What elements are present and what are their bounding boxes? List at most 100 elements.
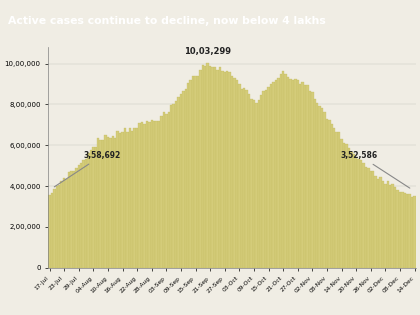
Bar (406, 194, 409, 268)
Bar (138, 123, 141, 268)
Bar (209, 66, 211, 268)
Bar (350, 152, 352, 268)
Bar (238, 84, 241, 268)
Bar (299, 84, 302, 268)
Bar (231, 76, 233, 268)
Bar (409, 194, 411, 268)
Bar (345, 144, 348, 268)
Bar (377, 179, 379, 268)
Bar (85, 159, 87, 268)
Bar (136, 128, 138, 268)
Bar (291, 80, 294, 268)
Bar (163, 112, 165, 268)
Bar (306, 85, 309, 268)
Bar (150, 120, 153, 268)
Bar (268, 87, 270, 268)
Bar (223, 72, 226, 268)
Bar (343, 143, 345, 268)
Bar (226, 71, 228, 268)
Bar (102, 140, 104, 268)
Bar (279, 74, 282, 268)
Bar (119, 133, 121, 268)
Bar (78, 165, 80, 268)
Bar (134, 128, 136, 268)
Bar (204, 66, 207, 268)
Bar (153, 121, 155, 268)
Bar (321, 108, 323, 268)
Bar (192, 76, 194, 268)
Bar (94, 147, 97, 268)
Bar (355, 157, 357, 268)
Bar (297, 80, 299, 268)
Bar (257, 100, 260, 268)
Bar (365, 167, 367, 268)
Bar (104, 135, 107, 268)
Bar (219, 67, 221, 268)
Bar (304, 85, 306, 268)
Bar (411, 198, 413, 268)
Bar (58, 185, 60, 268)
Bar (370, 171, 372, 268)
Bar (160, 116, 163, 268)
Bar (211, 67, 214, 268)
Bar (228, 72, 231, 268)
Bar (124, 129, 126, 268)
Bar (323, 112, 326, 268)
Bar (155, 122, 158, 268)
Bar (362, 163, 365, 268)
Bar (389, 185, 391, 268)
Bar (126, 132, 129, 268)
Bar (404, 192, 406, 268)
Bar (66, 179, 68, 268)
Bar (275, 80, 277, 268)
Bar (401, 192, 404, 268)
Bar (165, 114, 168, 268)
Bar (168, 112, 170, 268)
Bar (197, 76, 199, 268)
Bar (348, 148, 350, 268)
Bar (114, 138, 116, 268)
Bar (175, 100, 177, 268)
Bar (214, 67, 216, 268)
Bar (131, 131, 134, 268)
Bar (107, 137, 109, 268)
Bar (129, 128, 131, 268)
Bar (396, 190, 399, 268)
Bar (116, 131, 119, 268)
Bar (241, 89, 243, 268)
Bar (333, 129, 336, 268)
Bar (336, 132, 338, 268)
Bar (255, 103, 257, 268)
Bar (302, 82, 304, 268)
Bar (287, 77, 289, 268)
Bar (53, 189, 55, 268)
Bar (82, 160, 85, 268)
Bar (73, 171, 75, 268)
Bar (277, 78, 279, 268)
Bar (177, 97, 180, 268)
Bar (199, 70, 202, 268)
Bar (386, 181, 389, 268)
Text: 3,52,586: 3,52,586 (341, 151, 410, 188)
Bar (338, 132, 340, 268)
Bar (60, 181, 63, 268)
Bar (331, 124, 333, 268)
Bar (245, 90, 248, 268)
Bar (216, 70, 219, 268)
Bar (326, 119, 328, 268)
Bar (187, 83, 189, 268)
Bar (260, 94, 262, 268)
Bar (75, 168, 78, 268)
Bar (367, 168, 370, 268)
Bar (236, 80, 238, 268)
Bar (243, 88, 245, 268)
Bar (158, 121, 160, 268)
Bar (100, 140, 102, 268)
Text: 3,58,692: 3,58,692 (54, 151, 121, 187)
Bar (221, 71, 223, 268)
Bar (92, 147, 94, 268)
Bar (399, 192, 401, 268)
Bar (143, 124, 146, 268)
Bar (121, 132, 124, 268)
Bar (316, 103, 318, 268)
